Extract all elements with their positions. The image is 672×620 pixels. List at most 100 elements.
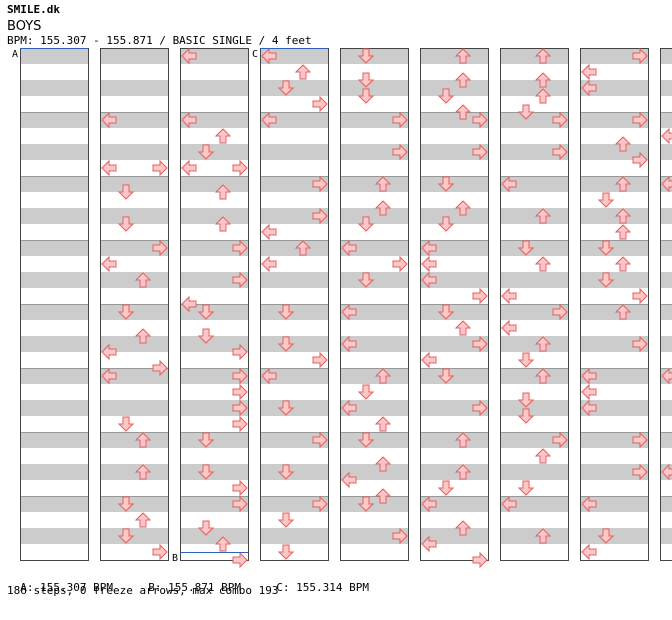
right-arrow	[312, 95, 328, 113]
beat-stripe	[100, 80, 168, 96]
right-arrow	[232, 415, 248, 433]
beat-stripe	[500, 432, 568, 448]
beat-stripe	[580, 528, 648, 544]
left-arrow	[581, 63, 597, 81]
left-arrow	[421, 239, 437, 257]
right-arrow	[232, 343, 248, 361]
up-arrow	[454, 104, 472, 120]
up-arrow	[614, 304, 632, 320]
up-arrow	[214, 536, 232, 552]
left-arrow	[581, 367, 597, 385]
left-arrow	[341, 239, 357, 257]
right-arrow	[232, 479, 248, 497]
up-arrow	[374, 456, 392, 472]
beat-stripe	[500, 144, 568, 160]
down-arrow	[357, 496, 375, 512]
up-arrow	[534, 336, 552, 352]
beat-stripe	[580, 368, 648, 384]
beat-stripe	[20, 240, 88, 256]
bpm-legend: A: 155.307 BPM B: 155.871 BPM C: 155.314 B…	[7, 570, 369, 594]
beat-stripe	[420, 528, 488, 544]
bpm-legend-b: B: 155.871 BPM	[148, 581, 241, 594]
down-arrow	[277, 512, 295, 528]
beat-stripe	[260, 368, 328, 384]
down-arrow	[517, 392, 535, 408]
right-arrow	[232, 271, 248, 289]
right-arrow	[312, 495, 328, 513]
beat-stripe	[420, 112, 488, 128]
right-arrow	[392, 111, 408, 129]
beat-stripe	[180, 176, 248, 192]
beat-stripe	[180, 144, 248, 160]
bpm-legend-a: A: 155.307 BPM	[20, 581, 113, 594]
up-arrow	[534, 528, 552, 544]
left-arrow	[661, 463, 672, 481]
right-arrow	[232, 367, 248, 385]
right-arrow	[312, 351, 328, 369]
beat-stripe	[500, 48, 568, 64]
beat-stripe	[260, 336, 328, 352]
chart-info: BPM: 155.307 - 155.871 / BASIC SINGLE / …	[7, 34, 312, 47]
beat-stripe	[20, 144, 88, 160]
beat-stripe	[180, 112, 248, 128]
left-arrow	[341, 303, 357, 321]
up-arrow	[454, 200, 472, 216]
up-arrow	[134, 328, 152, 344]
right-arrow	[552, 111, 568, 129]
up-arrow	[534, 368, 552, 384]
down-arrow	[117, 304, 135, 320]
column-frame	[660, 48, 672, 561]
column-frame	[420, 48, 489, 561]
beat-stripe	[100, 208, 168, 224]
beat-stripe	[500, 240, 568, 256]
right-arrow	[632, 151, 648, 169]
up-arrow	[534, 72, 552, 88]
beat-stripe	[340, 144, 408, 160]
beat-stripe	[180, 48, 248, 64]
left-arrow	[581, 399, 597, 417]
right-arrow	[472, 551, 488, 568]
down-arrow	[437, 368, 455, 384]
left-arrow	[421, 271, 437, 289]
beat-stripe	[420, 144, 488, 160]
up-arrow	[454, 464, 472, 480]
up-arrow	[614, 136, 632, 152]
right-arrow	[632, 287, 648, 305]
down-arrow	[357, 216, 375, 232]
beat-stripe	[340, 48, 408, 64]
down-arrow	[277, 304, 295, 320]
down-arrow	[437, 88, 455, 104]
down-arrow	[357, 432, 375, 448]
left-arrow	[261, 367, 277, 385]
up-arrow	[614, 224, 632, 240]
beat-stripe	[260, 496, 328, 512]
beat-stripe	[340, 240, 408, 256]
beat-stripe	[500, 464, 568, 480]
left-arrow	[661, 127, 672, 145]
right-arrow	[232, 159, 248, 177]
beat-stripe	[20, 336, 88, 352]
beat-stripe	[500, 112, 568, 128]
right-arrow	[312, 175, 328, 193]
up-arrow	[614, 176, 632, 192]
down-arrow	[277, 464, 295, 480]
down-arrow	[437, 480, 455, 496]
down-arrow	[357, 88, 375, 104]
left-arrow	[261, 47, 277, 65]
down-arrow	[197, 464, 215, 480]
right-arrow	[152, 159, 168, 177]
right-arrow	[632, 431, 648, 449]
beat-stripe	[660, 112, 672, 128]
right-arrow	[552, 431, 568, 449]
beat-stripe	[180, 208, 248, 224]
beat-stripe	[20, 432, 88, 448]
beat-stripe	[660, 240, 672, 256]
song-title: BOYS	[7, 19, 42, 34]
beat-stripe	[340, 528, 408, 544]
left-arrow	[181, 159, 197, 177]
right-arrow	[152, 239, 168, 257]
left-arrow	[341, 399, 357, 417]
beat-stripe	[340, 112, 408, 128]
down-arrow	[597, 192, 615, 208]
left-arrow	[661, 175, 672, 193]
